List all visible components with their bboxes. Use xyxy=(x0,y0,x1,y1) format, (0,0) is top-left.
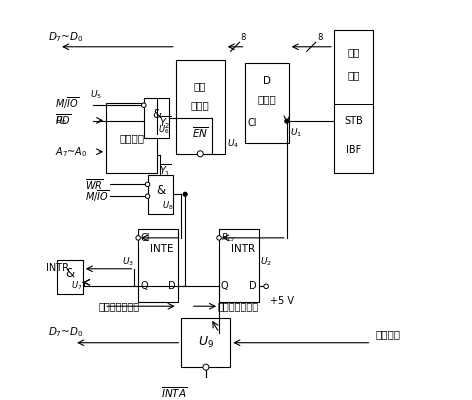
Text: $\overline{Y_2}$: $\overline{Y_2}$ xyxy=(159,115,171,131)
Bar xyxy=(148,174,173,214)
Circle shape xyxy=(197,151,203,157)
Text: 中断译码: 中断译码 xyxy=(375,329,400,339)
Text: $D_7$~$D_0$: $D_7$~$D_0$ xyxy=(48,30,84,44)
Bar xyxy=(57,260,83,294)
Circle shape xyxy=(217,236,221,240)
Text: 缓冲器: 缓冲器 xyxy=(191,100,210,110)
Text: $U_3$: $U_3$ xyxy=(122,256,135,268)
Text: $\overline{RD}$: $\overline{RD}$ xyxy=(55,112,72,126)
Text: Q: Q xyxy=(140,281,148,291)
Bar xyxy=(245,64,289,142)
Bar xyxy=(176,60,225,154)
Text: INTR: INTR xyxy=(46,264,69,274)
Circle shape xyxy=(264,284,269,288)
Text: 地址译码: 地址译码 xyxy=(119,133,144,143)
Text: $\overline{WR}$: $\overline{WR}$ xyxy=(85,177,104,192)
Text: 8: 8 xyxy=(317,33,322,42)
Text: +5 V: +5 V xyxy=(270,296,294,306)
Text: Cl: Cl xyxy=(247,118,257,128)
Text: &: & xyxy=(156,184,165,197)
Circle shape xyxy=(145,182,150,187)
Text: INTE: INTE xyxy=(150,244,174,254)
Text: D: D xyxy=(263,76,271,86)
Bar xyxy=(138,229,177,302)
Circle shape xyxy=(136,236,140,240)
Text: $U_1$: $U_1$ xyxy=(290,126,302,139)
Circle shape xyxy=(183,192,187,196)
Text: $U_5$: $U_5$ xyxy=(55,114,67,127)
Text: $U_7$: $U_7$ xyxy=(71,280,83,292)
Text: $A_7$~$A_0$: $A_7$~$A_0$ xyxy=(55,145,88,159)
Text: $U_9$: $U_9$ xyxy=(198,335,214,350)
Text: $U_8$: $U_8$ xyxy=(162,200,173,212)
Text: $\overline{INTA}$: $\overline{INTA}$ xyxy=(161,385,187,400)
Text: D: D xyxy=(249,281,257,291)
Text: $\overline{EN}$: $\overline{EN}$ xyxy=(192,126,209,140)
Bar xyxy=(181,318,230,367)
Text: $M/\overline{IO}$: $M/\overline{IO}$ xyxy=(55,96,80,111)
Text: &: & xyxy=(66,267,75,280)
Text: IBF: IBF xyxy=(346,145,361,155)
Text: &: & xyxy=(152,108,161,121)
Circle shape xyxy=(285,119,289,123)
Bar xyxy=(144,98,169,138)
Text: 设备: 设备 xyxy=(347,70,360,80)
Text: $U_2$: $U_2$ xyxy=(260,256,272,268)
Text: INTR: INTR xyxy=(231,244,255,254)
Text: $R_{Cl}$: $R_{Cl}$ xyxy=(221,232,236,244)
Text: Q: Q xyxy=(221,281,228,291)
Circle shape xyxy=(203,364,209,370)
Text: $M/\overline{IO}$: $M/\overline{IO}$ xyxy=(85,188,110,204)
Text: D: D xyxy=(168,281,176,291)
Circle shape xyxy=(142,103,146,108)
Text: 锁存器: 锁存器 xyxy=(258,94,277,104)
Text: $D_7$~$D_0$: $D_7$~$D_0$ xyxy=(48,325,84,339)
Text: 中断屏蔽触发器: 中断屏蔽触发器 xyxy=(99,301,140,311)
Bar xyxy=(219,229,259,302)
Bar xyxy=(106,103,157,173)
Text: STB: STB xyxy=(344,116,363,126)
Text: Cl: Cl xyxy=(140,233,150,243)
Text: 中断请求触发器: 中断请求触发器 xyxy=(217,301,259,311)
Text: 8: 8 xyxy=(241,33,246,42)
Text: $U_4$: $U_4$ xyxy=(227,138,239,150)
Text: $U_5$: $U_5$ xyxy=(90,89,102,101)
Text: 三态: 三态 xyxy=(194,81,206,91)
Text: $\overline{Y_1}$: $\overline{Y_1}$ xyxy=(159,162,171,179)
Text: $U_6$: $U_6$ xyxy=(158,124,169,136)
Bar xyxy=(334,30,373,173)
Text: 输入: 输入 xyxy=(347,48,360,58)
Circle shape xyxy=(145,194,150,198)
